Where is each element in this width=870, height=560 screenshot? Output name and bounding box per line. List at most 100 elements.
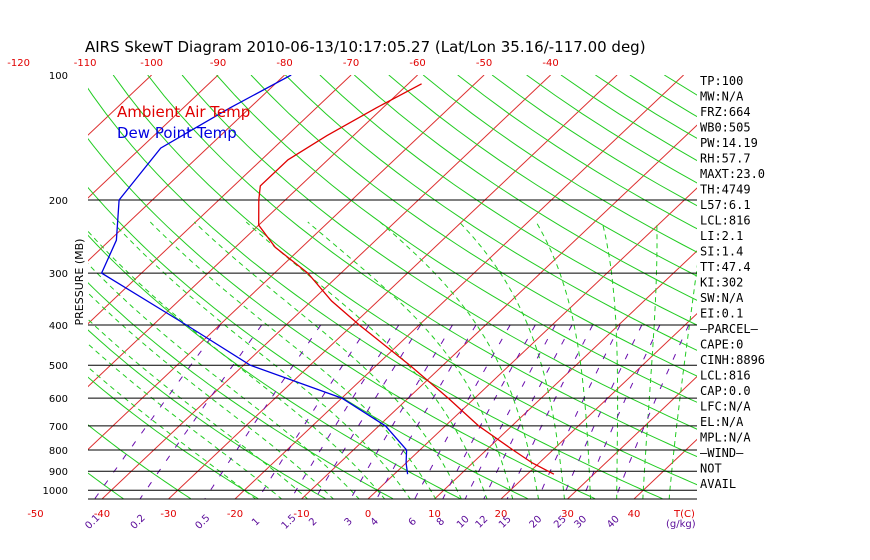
top-temp-tick-label: -60 (409, 58, 425, 69)
pressure-tick-label: 700 (49, 422, 68, 433)
pressure-tick-label: 300 (49, 269, 68, 280)
index-line: CAP:0.0 (700, 384, 751, 398)
dry-adiabat-line (353, 75, 697, 301)
isotherm-line (88, 75, 485, 451)
dry-adiabat-line (88, 424, 191, 499)
dry-adiabat-line (768, 75, 870, 499)
isotherm-line (367, 187, 697, 499)
mixing-ratio-unit-label: (g/kg) (666, 519, 696, 530)
plot-grid (88, 75, 870, 499)
mixing-ratio-line (314, 324, 422, 499)
moist-adiabat-line (668, 264, 697, 499)
index-line: SI:1.4 (700, 245, 743, 259)
mixing-ratio-tick-label: 30 (572, 514, 589, 531)
index-line: LFC:N/A (700, 400, 751, 414)
pressure-tick-label: 200 (49, 196, 68, 207)
index-line: TT:47.4 (700, 260, 751, 274)
moist-adiabat-line (601, 221, 619, 499)
top-temp-tick-label: -70 (343, 58, 359, 69)
index-line: TP:100 (700, 74, 743, 88)
legend-ambient-air-temp: Ambient Air Temp (117, 103, 250, 121)
isotherm-line (88, 75, 418, 388)
index-line: MAXT:23.0 (700, 167, 765, 181)
moist-adiabat-line (379, 221, 540, 499)
moist-adiabat-line (459, 221, 566, 499)
mixing-ratio-line (464, 324, 556, 499)
dry-adiabat-line (285, 75, 697, 351)
dry-adiabat-line (88, 87, 663, 499)
mixing-ratio-line (350, 324, 453, 499)
mixing-ratio-line (290, 324, 400, 499)
dry-adiabat-line (216, 75, 697, 403)
top-temp-tick-label: -40 (542, 58, 558, 69)
dry-adiabat-line (181, 75, 697, 430)
mixing-ratio-line (483, 324, 573, 499)
bottom-temp-tick-label: -40 (94, 509, 110, 520)
bottom-temp-tick-label: -10 (293, 509, 309, 520)
mixing-ratio-tick-label: 12 (474, 514, 491, 531)
isotherm-line (88, 75, 219, 199)
dry-adiabat-line (147, 75, 697, 458)
index-line: MW:N/A (700, 90, 744, 104)
bottom-temp-tick-label: -20 (227, 509, 243, 520)
mixing-ratio-tick-label: 0.2 (129, 513, 148, 532)
mixing-ratio-tick-label: 1 (250, 516, 262, 528)
dry-adiabat-line (88, 376, 259, 499)
dry-adiabat-line (88, 186, 528, 499)
pressure-tick-label: 900 (49, 467, 68, 478)
pressure-tick-label: 100 (49, 71, 68, 82)
top-temp-tick-label: -100 (140, 58, 163, 69)
moist-adiabat-line (535, 221, 592, 499)
legend-dew-point-temp: Dew Point Temp (117, 124, 237, 142)
moist-adiabat-line (112, 221, 411, 499)
mixing-ratio-tick-label: 8 (435, 516, 447, 528)
index-line: LI:2.1 (700, 229, 743, 243)
index-line: EL:N/A (700, 415, 744, 429)
bottom-temp-tick-label: -50 (27, 509, 43, 520)
dry-adiabat-line (88, 282, 394, 499)
mixing-ratio-line (139, 324, 263, 499)
mixing-ratio-line (204, 324, 322, 499)
index-line: MPL:N/A (700, 431, 751, 445)
top-temp-tick-label: -120 (7, 58, 30, 69)
index-line: KI:302 (700, 276, 743, 290)
index-line: L57:6.1 (700, 198, 751, 212)
mixing-ratio-tick-label: 20 (528, 514, 545, 531)
y-axis-label: PRESSURE (MB) (73, 239, 86, 326)
mixing-ratio-line (506, 324, 594, 499)
mixing-ratio-line (561, 324, 643, 499)
dry-adiabat-line (88, 472, 124, 499)
mixing-ratio-line (614, 324, 690, 499)
index-line: CINH:8896 (700, 353, 765, 367)
dry-adiabat-line (491, 75, 697, 207)
dry-adiabat-line (88, 329, 326, 499)
chart-title: AIRS SkewT Diagram 2010-06-13/10:17:05.2… (85, 38, 646, 56)
mixing-ratio-tick-label: 10 (455, 514, 472, 531)
mixing-ratio-line (537, 324, 621, 499)
index-line: AVAIL (700, 477, 736, 491)
isotherm-line (101, 75, 551, 499)
dry-adiabat-line (422, 75, 697, 253)
pressure-tick-label: 400 (49, 321, 68, 332)
dewpoint-profile-line (100, 75, 409, 475)
dry-adiabat-line (457, 75, 697, 230)
moist-adiabat-line (149, 221, 437, 499)
mixing-ratio-tick-label: 4 (369, 516, 381, 528)
mixing-ratio-tick-label: 6 (407, 516, 419, 528)
top-temp-tick-label: -80 (276, 58, 292, 69)
pressure-tick-label: 1000 (43, 486, 68, 497)
moist-adiabat-line (642, 221, 658, 499)
mixing-ratio-line (414, 324, 511, 499)
index-line: EI:0.1 (700, 307, 743, 321)
index-line: –WIND– (700, 446, 744, 460)
isotherm-line (88, 75, 285, 262)
moist-adiabat-line (88, 343, 283, 499)
moist-adiabat-line (88, 366, 257, 499)
mixing-ratio-tick-label: 0.5 (194, 513, 213, 532)
top-temp-tick-label: -50 (476, 58, 492, 69)
mixing-ratio-line (376, 324, 477, 499)
index-line: LCL:816 (700, 214, 751, 228)
